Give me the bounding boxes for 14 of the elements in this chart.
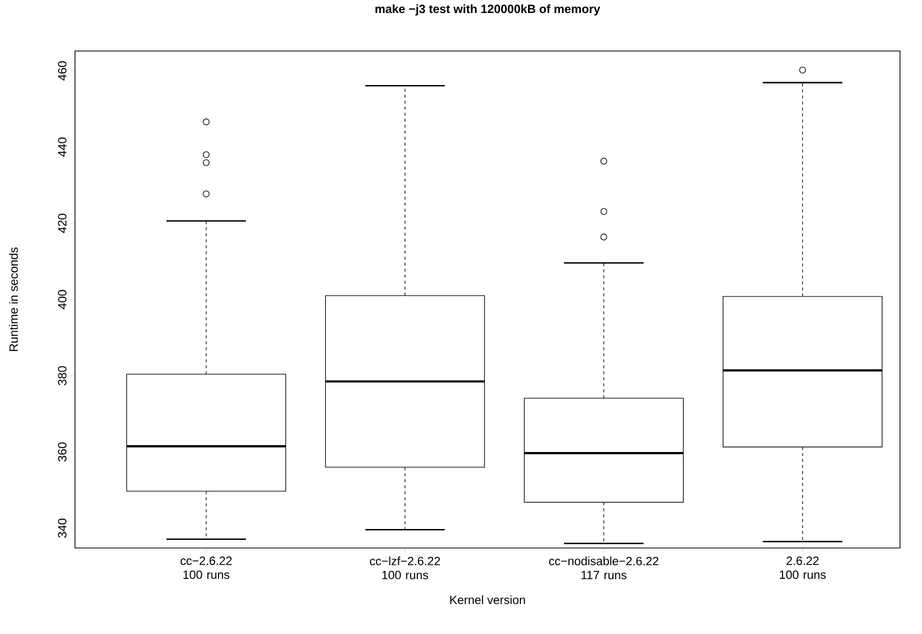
y-tick-label: 440	[58, 138, 66, 157]
y-tick-label: 460	[58, 61, 66, 81]
x-axis-title: Kernel version	[450, 595, 525, 604]
y-tick-label: 420	[58, 214, 66, 233]
y-tick-label: 340	[58, 518, 66, 538]
chart-title: make −j3 test with 120000kB of memory	[375, 4, 600, 16]
y-tick-label: 380	[58, 366, 66, 386]
x-tick-label: cc−2.6.22 100 runs	[180, 556, 232, 579]
y-tick-label: 400	[58, 290, 66, 310]
y-tick-label: 360	[58, 442, 66, 462]
x-tick-label: cc−lzf−2.6.22 100 runs	[370, 556, 440, 580]
x-tick-label: cc−nodisable−2.6.22 117 runs	[549, 556, 658, 580]
y-axis-title: Runtime in seconds	[9, 247, 18, 352]
x-tick-label: 2.6.22 100 runs	[780, 556, 826, 579]
